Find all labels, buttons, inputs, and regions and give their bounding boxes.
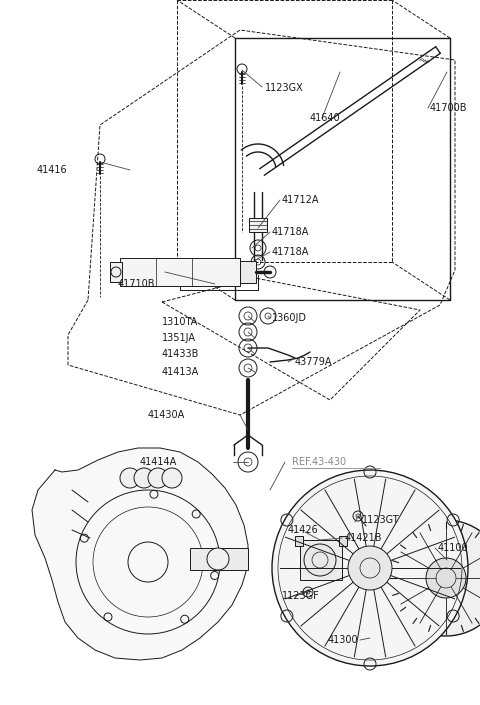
Circle shape bbox=[304, 544, 336, 576]
Circle shape bbox=[134, 468, 154, 488]
Text: 41712A: 41712A bbox=[282, 195, 320, 205]
Circle shape bbox=[272, 470, 468, 666]
Text: 1310TA: 1310TA bbox=[162, 317, 198, 327]
Text: 41426: 41426 bbox=[288, 525, 319, 535]
Bar bbox=[300, 540, 342, 580]
Circle shape bbox=[162, 468, 182, 488]
Text: 41700B: 41700B bbox=[430, 103, 468, 113]
Polygon shape bbox=[32, 448, 248, 660]
Text: 43779A: 43779A bbox=[295, 357, 333, 367]
Bar bbox=[339, 536, 347, 546]
Circle shape bbox=[148, 468, 168, 488]
Text: 41718A: 41718A bbox=[272, 247, 310, 257]
Bar bbox=[190, 548, 248, 570]
Text: 41100: 41100 bbox=[438, 543, 468, 553]
Text: 41300: 41300 bbox=[328, 635, 359, 645]
Circle shape bbox=[348, 546, 392, 590]
Text: 1360JD: 1360JD bbox=[272, 313, 307, 323]
Bar bbox=[110, 262, 122, 282]
Circle shape bbox=[120, 468, 140, 488]
Circle shape bbox=[207, 548, 229, 570]
Bar bbox=[249, 218, 267, 232]
Text: 41433B: 41433B bbox=[162, 349, 199, 359]
Text: 41640: 41640 bbox=[310, 113, 341, 123]
Text: 1351JA: 1351JA bbox=[162, 333, 196, 343]
Bar bbox=[295, 536, 303, 546]
Bar bbox=[120, 258, 240, 286]
Text: 1123GT: 1123GT bbox=[362, 515, 400, 525]
Text: 1123GF: 1123GF bbox=[282, 591, 320, 601]
Text: 41421B: 41421B bbox=[345, 533, 383, 543]
Text: 41430A: 41430A bbox=[148, 410, 185, 420]
Text: 41414A: 41414A bbox=[140, 457, 177, 467]
Bar bbox=[240, 261, 256, 283]
Text: 41416: 41416 bbox=[37, 165, 68, 175]
Circle shape bbox=[388, 520, 480, 636]
Text: 1123GX: 1123GX bbox=[265, 83, 304, 93]
Text: 41413A: 41413A bbox=[162, 367, 199, 377]
Text: 41710B: 41710B bbox=[118, 279, 156, 289]
Text: 41718A: 41718A bbox=[272, 227, 310, 237]
Circle shape bbox=[426, 558, 466, 598]
Text: REF.43-430: REF.43-430 bbox=[292, 457, 346, 467]
